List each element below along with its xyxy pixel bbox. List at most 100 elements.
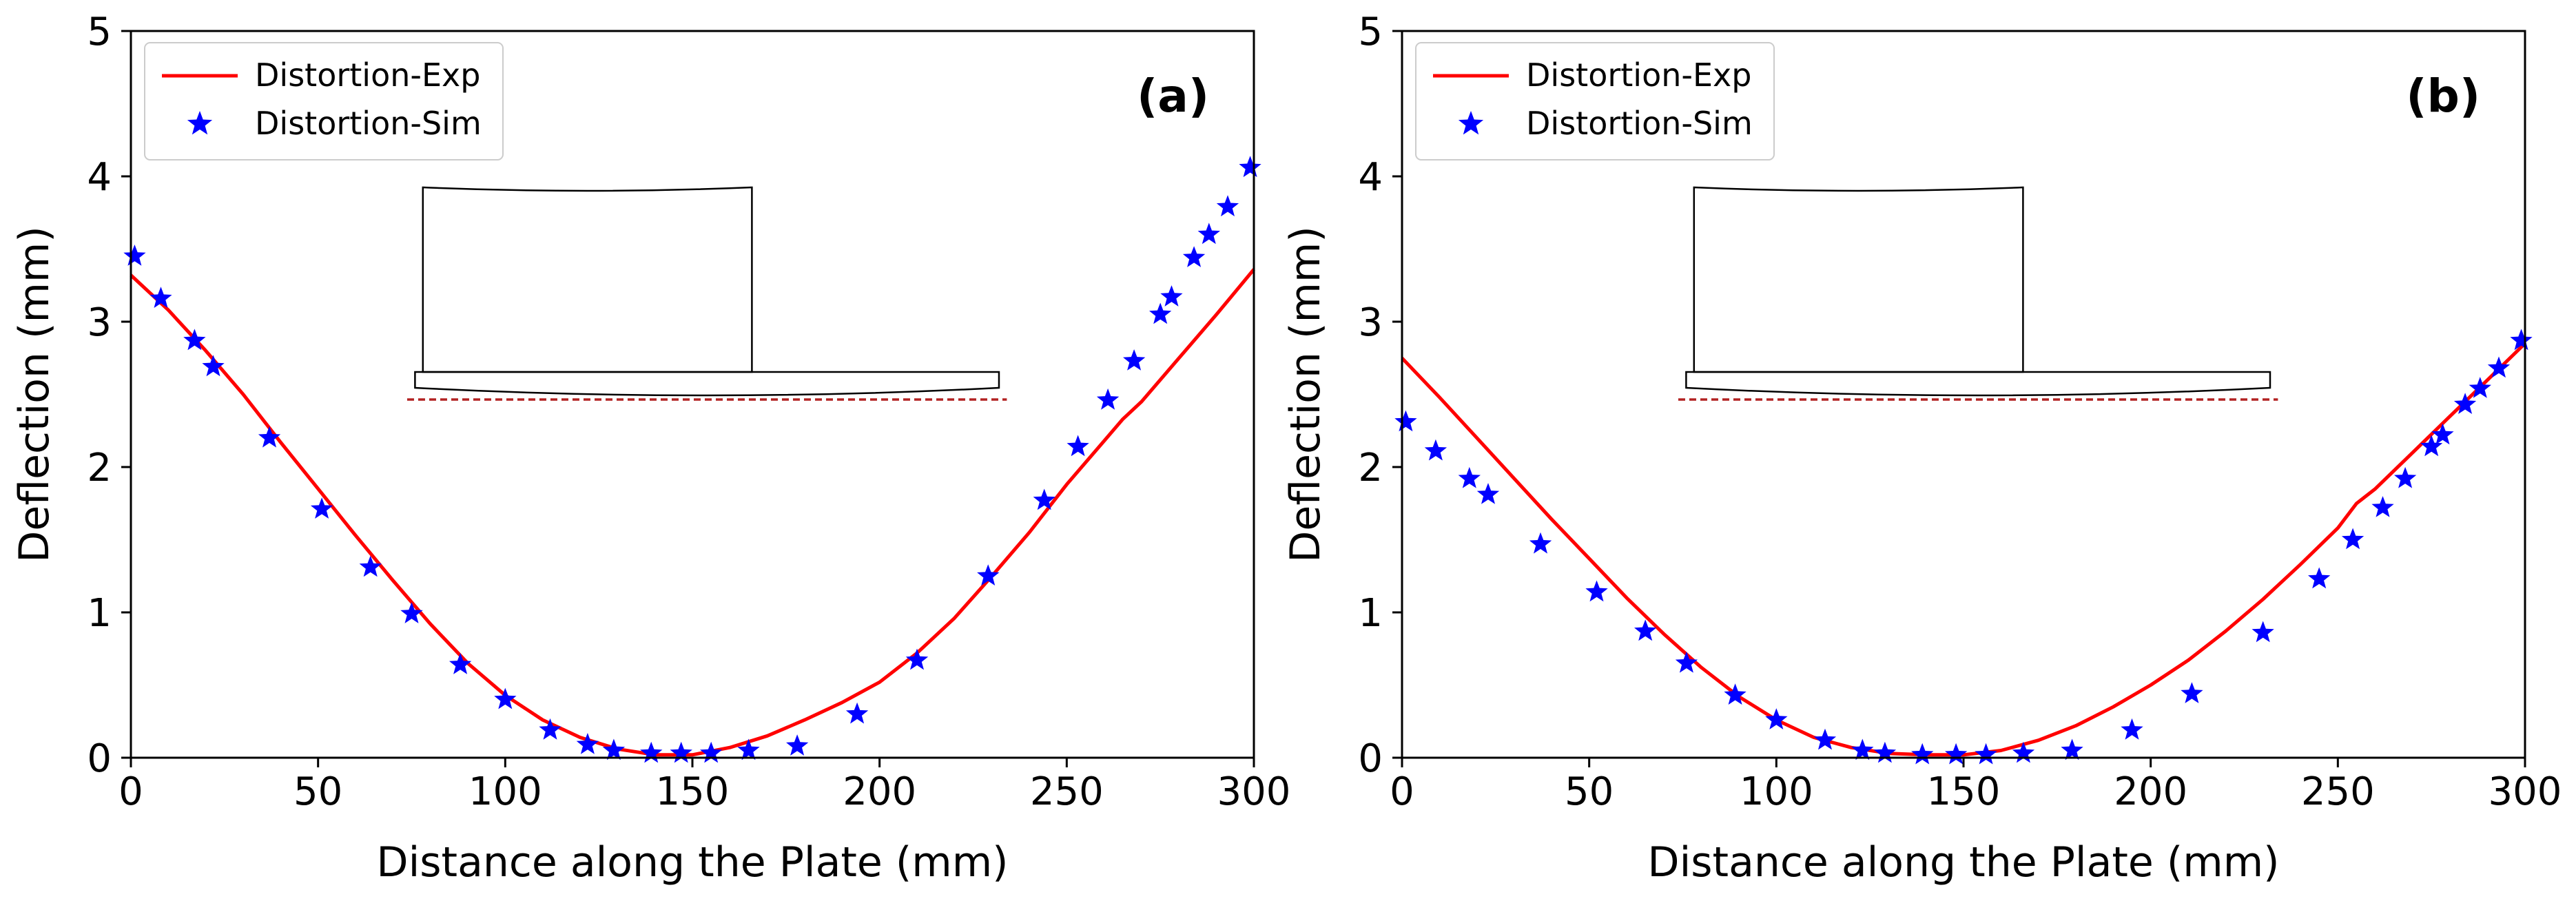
data-point-star xyxy=(202,355,225,377)
y-tick-label: 0 xyxy=(1358,736,1383,781)
data-point-star xyxy=(1675,651,1698,673)
x-tick-label: 100 xyxy=(468,769,542,814)
data-point-star xyxy=(786,734,809,756)
legend-label: Distortion-Exp xyxy=(255,56,480,94)
data-point-star xyxy=(1216,195,1239,217)
x-tick-label: 0 xyxy=(1390,769,1414,814)
legend-swatch-star xyxy=(187,111,213,135)
data-point-star xyxy=(2420,435,2443,457)
y-tick-label: 1 xyxy=(1358,591,1383,636)
data-point-star xyxy=(1585,580,1608,602)
chart-panel-a: 0 50 100 150 200 250 300 0 1 2 3 4 5 Distance along t… xyxy=(10,10,1290,887)
data-point-star xyxy=(1394,410,1417,432)
x-tick-label: 100 xyxy=(1740,769,1813,814)
x-axis-label: Distance along the Plate (mm) xyxy=(1647,838,2279,887)
data-point-star xyxy=(2431,423,2454,445)
stiffener-outline xyxy=(422,186,753,373)
y-tick-label: 0 xyxy=(87,736,112,781)
panel-label: (a) xyxy=(1137,70,1209,123)
series-markers-distortion-sim xyxy=(123,156,1261,763)
x-tick-label: 150 xyxy=(656,769,730,814)
y-axis-label: Deflection (mm) xyxy=(10,226,59,563)
data-point-star xyxy=(1149,302,1172,324)
y-tick-label: 3 xyxy=(87,300,112,345)
data-point-star xyxy=(1197,222,1220,245)
data-point-star xyxy=(845,702,869,724)
legend-box xyxy=(1415,42,1775,160)
data-point-star xyxy=(494,687,517,710)
y-axis-label: Deflection (mm) xyxy=(1281,226,1330,563)
x-tick-label: 300 xyxy=(1217,769,1291,814)
data-point-star xyxy=(1033,488,1055,510)
data-point-star xyxy=(2252,621,2274,643)
data-point-star xyxy=(1813,728,1837,750)
data-point-star xyxy=(1529,532,1552,554)
plate-outline xyxy=(414,371,1000,397)
data-point-star xyxy=(2453,393,2477,414)
data-point-star xyxy=(150,287,172,308)
data-point-star xyxy=(2121,718,2143,740)
x-tick-label: 250 xyxy=(1030,769,1104,814)
x-tick-label: 200 xyxy=(843,769,916,814)
data-point-star xyxy=(2308,567,2331,589)
legend-swatch-star xyxy=(1458,111,1484,135)
y-tick-label: 2 xyxy=(87,446,112,490)
x-tick-label: 300 xyxy=(2489,769,2562,814)
data-point-star xyxy=(1724,683,1746,705)
data-point-star xyxy=(1634,619,1657,641)
data-point-star xyxy=(905,648,929,670)
stiffener-outline xyxy=(1693,186,2024,373)
data-point-star xyxy=(1160,285,1183,307)
plate-outline xyxy=(1685,371,2271,397)
data-point-star xyxy=(183,329,206,351)
data-point-star xyxy=(602,738,626,760)
y-tick-label: 5 xyxy=(1358,10,1383,54)
y-tick-label: 5 xyxy=(87,10,112,54)
data-point-star xyxy=(2469,377,2491,398)
legend-label: Distortion-Exp xyxy=(1526,56,1751,94)
data-point-star xyxy=(2012,741,2035,763)
data-point-star xyxy=(359,555,382,577)
data-point-star xyxy=(670,741,692,763)
data-point-star xyxy=(1873,741,1897,763)
data-point-star xyxy=(539,718,561,740)
data-point-star xyxy=(1975,743,1997,765)
y-tick-label: 2 xyxy=(1358,446,1383,490)
series-line-distortion-exp xyxy=(130,268,1255,757)
data-point-star xyxy=(1123,349,1146,371)
panel-label: (b) xyxy=(2406,70,2480,123)
series-line-distortion-exp xyxy=(1401,342,2526,757)
data-point-star xyxy=(1476,483,1500,504)
data-point-star xyxy=(737,738,760,760)
legend-label: Distortion-Sim xyxy=(1526,105,1753,142)
y-tick-label: 1 xyxy=(87,591,112,636)
x-tick-label: 250 xyxy=(2301,769,2375,814)
x-tick-label: 0 xyxy=(119,769,143,814)
data-point-star xyxy=(258,426,281,448)
data-point-star xyxy=(310,497,333,519)
data-point-star xyxy=(1182,246,1206,267)
data-point-star xyxy=(2341,528,2364,550)
data-point-star xyxy=(1765,708,1788,729)
inset-plate-sketch xyxy=(1678,186,2278,401)
data-point-star xyxy=(2181,682,2203,703)
data-point-star xyxy=(2510,329,2533,351)
data-point-star xyxy=(576,733,599,754)
x-axis-label: Distance along the Plate (mm) xyxy=(376,838,1008,887)
y-tick-label: 3 xyxy=(1358,300,1383,345)
x-tick-label: 200 xyxy=(2114,769,2187,814)
x-tick-label: 150 xyxy=(1927,769,2001,814)
data-point-star xyxy=(1945,743,1968,765)
data-point-star xyxy=(1096,388,1120,410)
data-point-star xyxy=(2371,496,2394,517)
data-point-star xyxy=(1239,156,1261,178)
series-markers-distortion-sim xyxy=(1394,329,2533,765)
data-point-star xyxy=(449,653,472,674)
inset-plate-sketch xyxy=(406,186,1007,401)
y-tick-label: 4 xyxy=(1358,155,1383,200)
data-point-star xyxy=(700,741,723,763)
data-point-star xyxy=(640,741,663,763)
data-point-star xyxy=(1851,738,1874,760)
legend: Distortion-Exp Distortion-Sim xyxy=(144,42,504,160)
